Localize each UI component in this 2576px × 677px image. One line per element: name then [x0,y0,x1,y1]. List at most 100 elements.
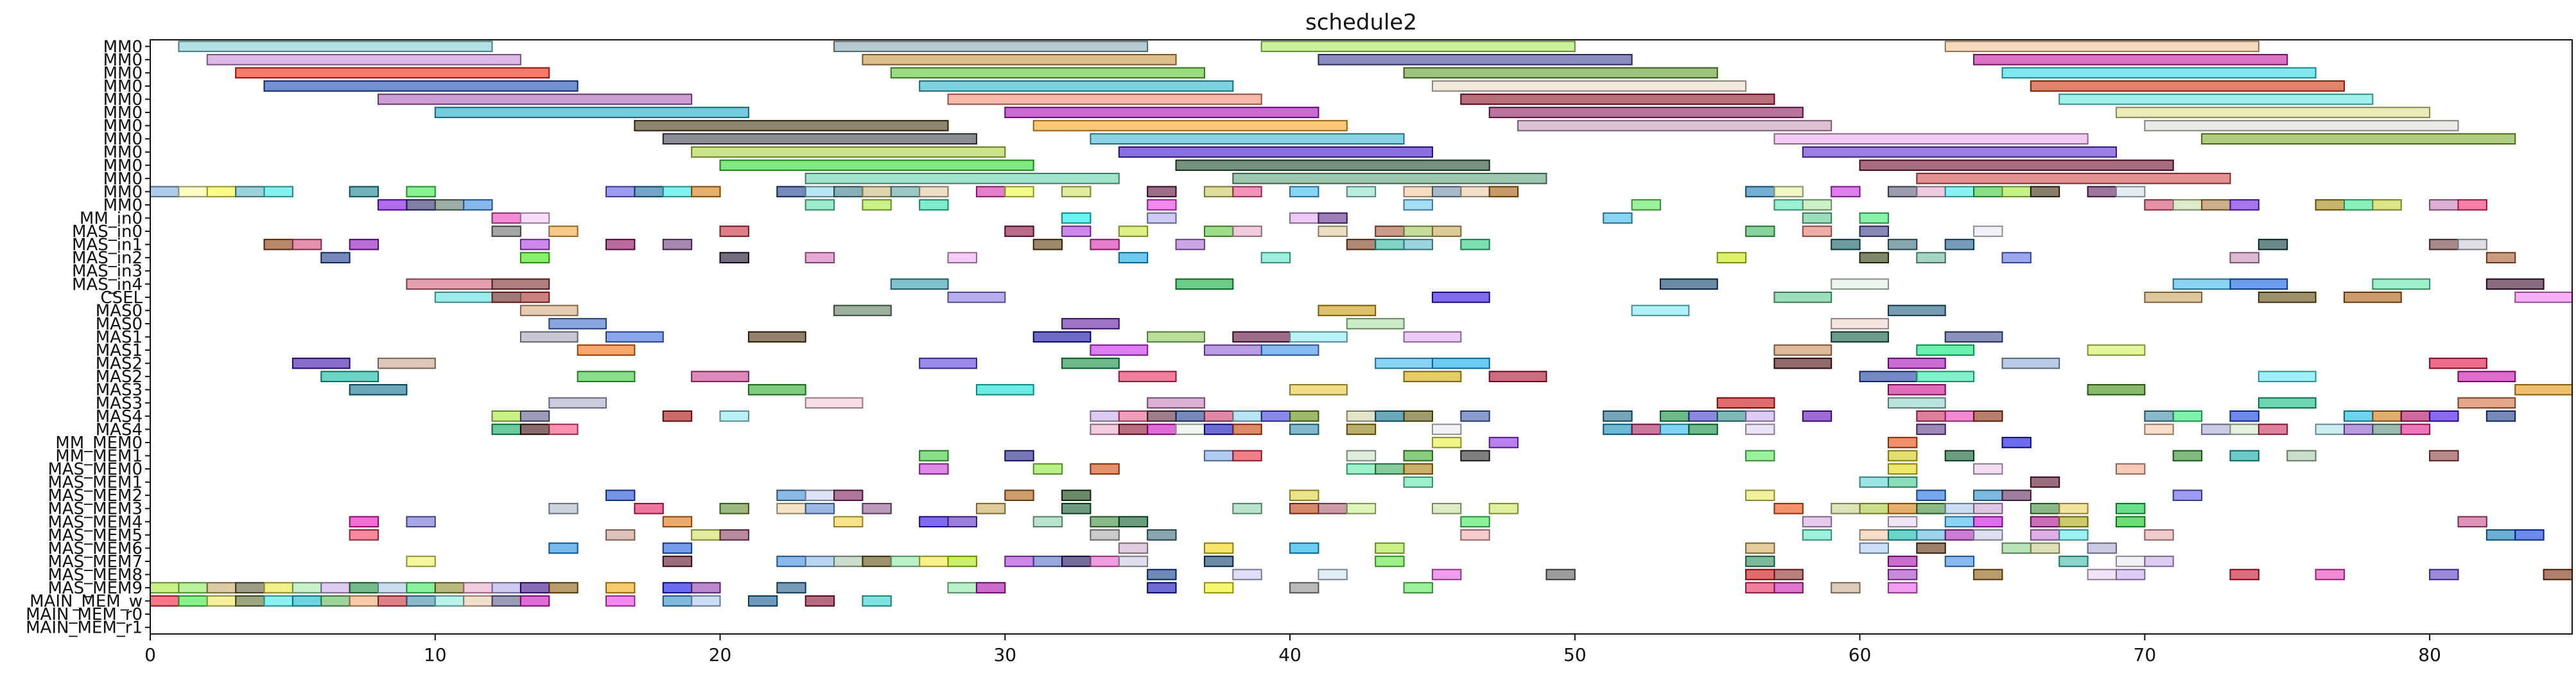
task-bar [1004,489,1034,501]
task-bar [1859,371,1918,382]
y-tick-label: MM0 [103,77,143,96]
y-tick-label: MAS_MEM7 [48,552,143,572]
task-bar [1973,225,2003,237]
task-bar [1431,225,1462,237]
task-bar [1375,357,1433,369]
task-bar [1944,186,1975,198]
task-bar [1061,186,1092,198]
task-bar [463,199,493,211]
task-bar [2514,383,2573,396]
task-bar [662,410,693,422]
task-bar [1802,146,2117,158]
task-bar [1232,410,1262,422]
task-bar [890,556,921,567]
task-bar [1603,410,1633,422]
task-bar [1061,357,1120,369]
task-bar [2372,410,2402,422]
task-bar [2172,199,2203,211]
task-bar [1346,238,1377,251]
task-bar [2058,516,2089,528]
task-bar [1973,529,2003,541]
task-bar [434,107,749,118]
y-tick-label: MAS_MEM8 [48,566,143,585]
task-bar [1916,252,1946,263]
task-bar [178,186,208,198]
task-bar [1232,568,1262,581]
task-bar [1887,186,1918,198]
task-bar [2315,199,2345,211]
task-bar [292,582,322,593]
task-bar [1318,54,1633,66]
x-tick-label: 0 [144,644,156,665]
task-bar [1887,476,1918,488]
task-bar [1944,331,2003,343]
task-bar [2485,252,2516,263]
task-bar [519,252,550,263]
task-bar [1802,410,1832,422]
task-bar [805,186,835,198]
task-bar [662,238,693,251]
task-bar [2258,397,2317,409]
task-bar [548,502,579,514]
task-bar [2258,292,2317,303]
task-bar [1403,225,1433,237]
y-tick-label: MAS2 [96,355,143,374]
task-bar [349,186,379,198]
task-bar [1375,225,1405,237]
task-bar [519,212,550,224]
task-bar [1318,225,1348,237]
task-bar [1403,238,1433,251]
task-bar [1745,186,1775,198]
y-tick-label: MM_MEM1 [55,447,143,466]
task-bar [833,556,864,567]
task-bar [691,371,749,382]
task-bar [320,252,351,263]
task-bar [1659,278,1718,290]
task-bar [1260,410,1291,422]
task-bar [2229,450,2259,462]
task-bar [2001,437,2032,448]
task-bar [1431,423,1462,435]
task-bar [1090,410,1120,422]
task-bar [1004,556,1034,567]
y-tick-label: MM_MEM0 [55,434,143,453]
task-bar [1403,463,1433,475]
task-bar [349,595,379,607]
task-bar [1916,423,1946,435]
task-bar [1346,410,1377,422]
task-bar [2315,423,2345,435]
task-bar [2429,238,2459,251]
task-bar [519,304,579,317]
task-bar [1716,397,1775,409]
task-bar [975,582,1006,593]
task-bar [150,186,180,198]
task-bar [747,595,778,607]
task-bar [605,331,664,343]
task-bar [320,582,351,593]
task-bar [1745,410,1775,422]
task-bar [1517,119,1832,132]
y-tick-label: MAS_MEM3 [48,500,143,519]
task-bar [1346,450,1377,462]
y-tick-label: MAS3 [96,394,143,413]
task-bar [2258,423,2288,435]
task-bar [975,383,1034,396]
task-bar [2201,133,2516,145]
task-bar [1916,344,1975,356]
task-bar [2058,529,2089,541]
task-bar [2115,186,2146,198]
task-bar [1887,450,1918,462]
task-bar [2115,556,2146,567]
task-bar [406,595,436,607]
task-bar [1631,304,1690,317]
task-bar [2485,410,2516,422]
task-bar [1061,212,1092,224]
task-bar [747,383,806,396]
task-bar [919,463,949,475]
task-bar [2229,423,2259,435]
task-bar [947,516,977,528]
task-bar [1289,410,1319,422]
task-bar [2457,238,2487,251]
task-bar [719,159,1034,171]
task-bar [235,67,550,79]
